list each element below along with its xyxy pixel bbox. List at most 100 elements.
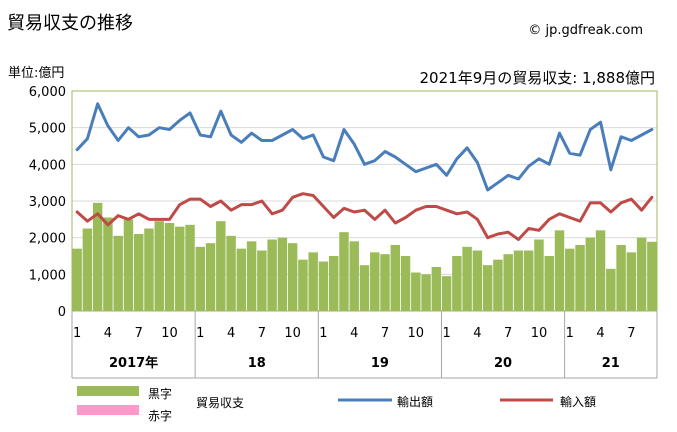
exports-line [75, 102, 654, 192]
x-month-label: 10 [531, 326, 548, 341]
y-tick-label: 2,000 [29, 232, 66, 247]
balance-bar [205, 243, 216, 311]
balance-bar [236, 248, 247, 311]
x-month-label: 4 [227, 326, 235, 341]
chart-title: 貿易収支の推移 [7, 13, 133, 34]
balance-bar [195, 246, 206, 311]
x-month-label: 4 [596, 326, 604, 341]
x-month-label: 7 [135, 326, 143, 341]
latest-summary: 2021年9月の貿易収支: 1,888億円 [419, 69, 655, 87]
legend-exports-label: 輸出額 [397, 395, 434, 409]
balance-bar [92, 202, 103, 311]
legend-black-label: 黒字 [148, 387, 173, 401]
source-credit: © jp.gdfreak.com [528, 23, 643, 38]
legend-imports-label: 輸入額 [560, 395, 597, 409]
x-month-label: 1 [196, 326, 204, 341]
x-month-label: 7 [627, 326, 635, 341]
x-month-label: 4 [350, 326, 358, 341]
balance-bar [647, 241, 657, 311]
balance-bar [441, 276, 452, 311]
balance-bar [390, 245, 401, 311]
plot-border [71, 90, 658, 312]
unit-label: 単位:億円 [8, 66, 65, 81]
x-month-label: 10 [408, 326, 425, 341]
x-month-label: 1 [566, 326, 574, 341]
balance-bar [185, 224, 195, 311]
balance-bar [82, 228, 93, 311]
imports-line [75, 192, 654, 241]
x-month-label: 4 [104, 326, 112, 341]
balance-bar [421, 274, 431, 311]
balance-bar [103, 217, 113, 311]
balance-bar [380, 254, 390, 311]
legend-balance-label: 貿易収支 [196, 396, 245, 410]
balance-bar [226, 235, 236, 311]
balance-bar [462, 246, 472, 311]
balance-bar [359, 265, 370, 311]
legend-black-swatch [77, 386, 139, 396]
x-year-label: 18 [248, 356, 266, 371]
balance-bar [277, 237, 288, 311]
x-month-label: 1 [319, 326, 327, 341]
y-tick-label: 5,000 [29, 122, 66, 137]
x-year-label: 21 [602, 356, 620, 371]
balance-bar [216, 221, 226, 311]
balance-bar [493, 259, 503, 311]
x-month-label: 10 [284, 326, 301, 341]
series-lines [75, 102, 654, 241]
balance-bar [257, 250, 267, 311]
balance-bar [287, 243, 298, 311]
balance-bar [400, 256, 411, 311]
balance-bar [154, 221, 164, 311]
y-tick-label: 4,000 [29, 158, 66, 173]
balance-bar [523, 250, 534, 311]
balance-bar [133, 234, 144, 311]
x-month-label: 7 [504, 326, 512, 341]
balance-bar [431, 267, 442, 311]
balance-bar [606, 268, 616, 311]
balance-bar [585, 237, 596, 311]
y-tick-label: 6,000 [29, 85, 66, 100]
balance-bar [164, 223, 175, 311]
x-year-label: 20 [494, 356, 512, 371]
balance-bar [72, 248, 82, 311]
axes: 0 1,000 2,000 3,000 4,000 5,000 6,000 1 4 7 10 1 4 7 1… [29, 85, 658, 379]
balance-bar [452, 256, 462, 311]
balance-bar [144, 228, 154, 311]
y-tick-label: 1,000 [29, 268, 66, 283]
y-tick-label: 3,000 [29, 195, 66, 210]
balance-bar [565, 248, 575, 311]
x-month-label: 7 [381, 326, 389, 341]
x-month-label: 7 [258, 326, 266, 341]
balance-bar [246, 241, 257, 311]
balance-bar [175, 226, 185, 311]
balance-bar [113, 235, 123, 311]
balance-bar [267, 239, 277, 311]
balance-bar [626, 252, 637, 311]
balance-bar [482, 265, 493, 311]
balance-bars [72, 202, 657, 311]
balance-bar [411, 272, 421, 311]
x-month-label: 10 [161, 326, 178, 341]
balance-bar [370, 252, 380, 311]
x-month-label: 1 [442, 326, 450, 341]
balance-bar [349, 241, 359, 311]
balance-bar [298, 259, 308, 311]
balance-bar [636, 237, 647, 311]
legend-red-swatch [77, 405, 139, 415]
balance-bar [616, 245, 626, 311]
balance-bar [123, 219, 134, 311]
balance-bar [503, 254, 513, 311]
balance-bar [513, 250, 524, 311]
balance-bar [534, 239, 544, 311]
balance-bar [308, 252, 318, 311]
x-month-label: 1 [73, 326, 81, 341]
balance-bar [554, 230, 565, 311]
balance-bar [595, 230, 606, 311]
balance-bar [328, 256, 339, 311]
balance-bar [339, 232, 349, 311]
y-tick-label: 0 [58, 305, 66, 320]
balance-bar [472, 250, 483, 311]
x-month-label: 4 [473, 326, 481, 341]
